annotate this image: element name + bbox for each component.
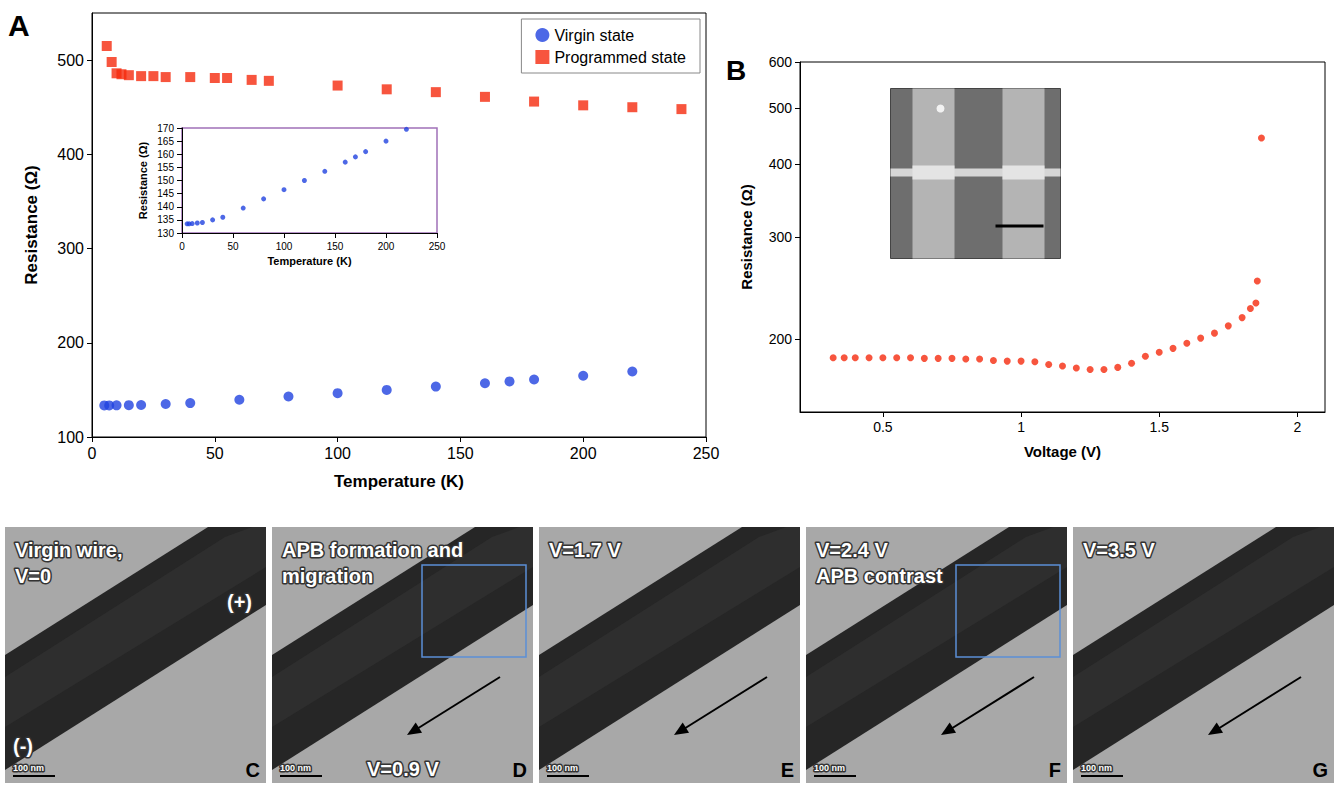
svg-text:250: 250 xyxy=(429,241,446,252)
svg-text:V=2.4 V: V=2.4 V xyxy=(816,539,888,561)
svg-text:165: 165 xyxy=(157,136,174,147)
svg-text:Temperature (K): Temperature (K) xyxy=(334,472,464,491)
svg-text:150: 150 xyxy=(447,445,474,462)
svg-text:100 nm: 100 nm xyxy=(547,763,578,773)
svg-text:200: 200 xyxy=(769,331,793,347)
svg-text:G: G xyxy=(1312,759,1328,781)
svg-text:D: D xyxy=(513,759,527,781)
svg-text:200: 200 xyxy=(378,241,395,252)
svg-text:A: A xyxy=(8,9,30,42)
svg-text:150: 150 xyxy=(327,241,344,252)
svg-text:400: 400 xyxy=(57,146,84,163)
svg-text:Resistance (Ω): Resistance (Ω) xyxy=(137,142,149,220)
svg-text:500: 500 xyxy=(769,100,793,116)
svg-text:100: 100 xyxy=(324,445,351,462)
svg-text:Virgin wire,: Virgin wire, xyxy=(15,539,122,561)
svg-text:160: 160 xyxy=(157,149,174,160)
svg-text:V=1.7 V: V=1.7 V xyxy=(549,539,621,561)
svg-text:APB formation and: APB formation and xyxy=(282,539,463,561)
svg-text:135: 135 xyxy=(157,214,174,225)
svg-text:Virgin state: Virgin state xyxy=(554,27,634,44)
svg-text:50: 50 xyxy=(227,241,239,252)
svg-text:130: 130 xyxy=(157,228,174,239)
svg-text:V=3.5 V: V=3.5 V xyxy=(1083,539,1155,561)
svg-text:250: 250 xyxy=(693,445,720,462)
svg-text:155: 155 xyxy=(157,162,174,173)
svg-text:100: 100 xyxy=(276,241,293,252)
svg-text:200: 200 xyxy=(57,334,84,351)
svg-text:100 nm: 100 nm xyxy=(13,763,44,773)
svg-text:C: C xyxy=(246,759,260,781)
svg-text:150: 150 xyxy=(157,175,174,186)
svg-text:F: F xyxy=(1049,759,1061,781)
svg-text:600: 600 xyxy=(769,54,793,70)
svg-text:2: 2 xyxy=(1293,419,1301,435)
svg-text:0: 0 xyxy=(88,445,97,462)
svg-text:200: 200 xyxy=(570,445,597,462)
svg-text:Voltage (V): Voltage (V) xyxy=(1024,443,1101,460)
svg-text:100 nm: 100 nm xyxy=(814,763,845,773)
svg-text:400: 400 xyxy=(769,156,793,172)
svg-text:300: 300 xyxy=(57,240,84,257)
svg-text:B: B xyxy=(726,55,746,86)
svg-text:Resistance (Ω): Resistance (Ω) xyxy=(738,184,755,289)
svg-text:0.5: 0.5 xyxy=(873,419,893,435)
svg-text:170: 170 xyxy=(157,123,174,134)
svg-text:0: 0 xyxy=(179,241,185,252)
svg-text:Programmed state: Programmed state xyxy=(554,49,686,66)
svg-text:E: E xyxy=(781,759,794,781)
svg-text:(-): (-) xyxy=(13,735,33,757)
svg-text:300: 300 xyxy=(769,229,793,245)
svg-text:V=0.9 V: V=0.9 V xyxy=(367,758,439,780)
svg-text:APB contrast: APB contrast xyxy=(816,565,943,587)
svg-text:145: 145 xyxy=(157,188,174,199)
svg-text:100 nm: 100 nm xyxy=(1081,763,1112,773)
svg-text:migration: migration xyxy=(282,565,373,587)
svg-text:140: 140 xyxy=(157,201,174,212)
svg-text:500: 500 xyxy=(57,52,84,69)
svg-text:Temperature (K): Temperature (K) xyxy=(267,255,351,267)
svg-text:(+): (+) xyxy=(227,591,252,613)
svg-text:100 nm: 100 nm xyxy=(280,763,311,773)
svg-text:V=0: V=0 xyxy=(15,565,51,587)
svg-text:Resistance (Ω): Resistance (Ω) xyxy=(22,165,41,284)
svg-text:1.5: 1.5 xyxy=(1149,419,1169,435)
svg-text:100: 100 xyxy=(57,429,84,446)
svg-text:50: 50 xyxy=(206,445,224,462)
svg-text:1: 1 xyxy=(1017,419,1025,435)
